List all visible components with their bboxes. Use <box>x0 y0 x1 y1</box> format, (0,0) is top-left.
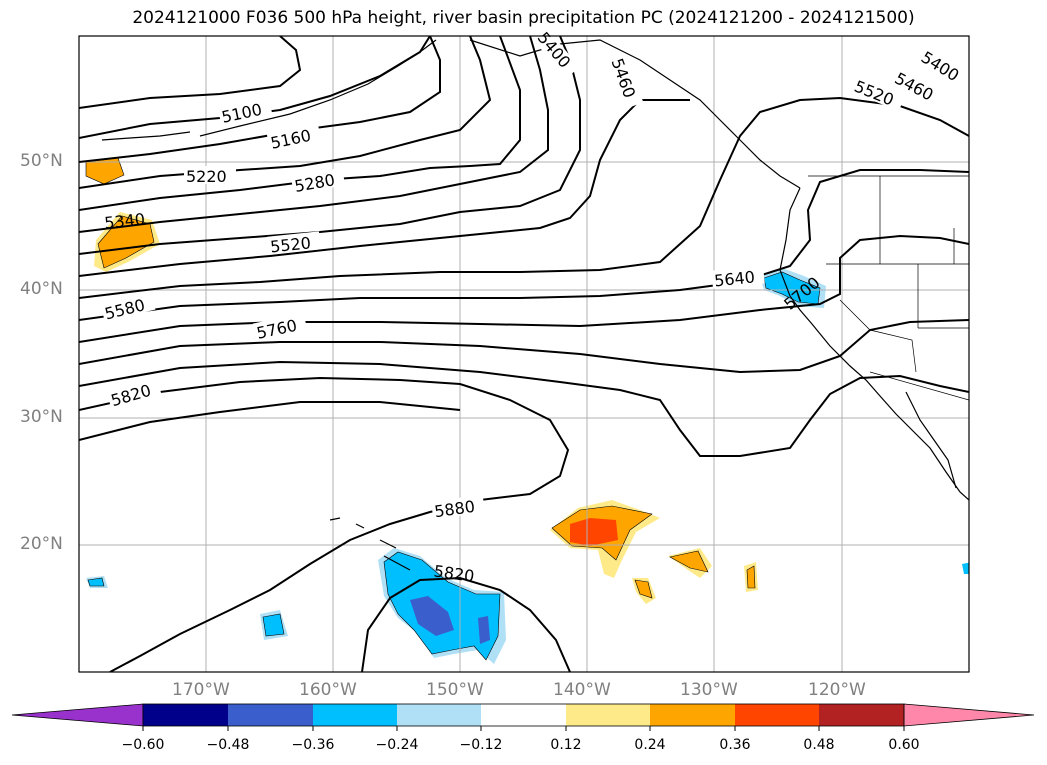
contour-line <box>79 376 570 672</box>
precip-positive-area <box>669 550 709 573</box>
colorbar-swatch <box>228 704 313 726</box>
lat-label: 30°N <box>20 407 63 427</box>
contour-line <box>79 319 969 374</box>
precip-positive-area <box>97 215 155 269</box>
contour-line <box>79 99 690 277</box>
lat-label: 50°N <box>20 151 63 171</box>
contour-label: 5520 <box>269 233 311 256</box>
colorbar-tick-label: −0.36 <box>291 737 335 753</box>
map-frame <box>79 36 969 672</box>
contour-label: 5640 <box>713 267 755 290</box>
colorbar-tick-label: 0.12 <box>550 737 582 753</box>
precip-positive-area <box>746 565 756 589</box>
map-title: 2024121000 F036 500 hPa height, river ba… <box>132 8 915 28</box>
colorbar-swatch <box>650 704 735 726</box>
colorbar-max-extend <box>903 703 1035 727</box>
lon-label: 130°W <box>680 680 738 700</box>
colorbar-tick-label: −0.60 <box>121 737 165 753</box>
precip-negative-area <box>262 613 285 637</box>
lon-label: 170°W <box>172 680 230 700</box>
colorbar-min-extend <box>11 703 144 727</box>
colorbar-tick-label: −0.24 <box>375 737 419 753</box>
colorbar-tick-label: 0.48 <box>803 737 835 753</box>
precip-negative-area <box>962 562 969 574</box>
colorbar-swatch <box>313 704 397 726</box>
lat-label: 40°N <box>20 279 63 299</box>
contour-line <box>79 36 581 255</box>
precip-negative-area <box>87 577 105 587</box>
precip-positive-area <box>570 518 618 546</box>
contour-line <box>79 96 969 299</box>
contour-line <box>79 36 302 109</box>
map-border <box>78 35 970 673</box>
colorbar-swatch <box>481 704 566 726</box>
precip-shading <box>85 157 969 664</box>
height-contours <box>79 36 969 672</box>
colorbar-tick-label: −0.48 <box>206 737 250 753</box>
colorbar-tick-label: −0.12 <box>459 737 503 753</box>
precip-negative-area <box>410 596 454 636</box>
contour-line <box>79 401 461 441</box>
contour-line <box>79 360 969 457</box>
colorbar-swatch <box>397 704 481 726</box>
precip-negative-area <box>383 551 501 661</box>
precip-positive-area <box>634 579 653 599</box>
contour-line <box>79 234 969 343</box>
contour-line <box>79 36 549 233</box>
contour-line <box>79 36 521 211</box>
graticule <box>79 36 969 672</box>
contour-line <box>79 169 969 321</box>
lon-label: 150°W <box>426 680 484 700</box>
lon-label: 160°W <box>299 680 357 700</box>
lon-label: 140°W <box>553 680 611 700</box>
lon-label: 120°W <box>808 680 866 700</box>
precip-negative-area <box>478 616 490 644</box>
colorbar-swatch <box>566 704 650 726</box>
bc-coast <box>779 187 969 501</box>
colorbar-swatch <box>819 704 904 726</box>
colorbar <box>11 703 1035 731</box>
contour-line <box>361 576 571 672</box>
hawaii-islands <box>329 517 411 571</box>
colorbar-tick-label: 0.36 <box>719 737 751 753</box>
colorbar-tick-label: 0.60 <box>888 737 920 753</box>
colorbar-outline <box>142 703 905 727</box>
contour-label: 5340 <box>103 209 145 232</box>
baja-coast <box>905 391 957 489</box>
colorbar-swatch <box>143 704 228 726</box>
colorbar-swatch <box>735 704 819 726</box>
contour-line <box>79 36 431 139</box>
lat-label: 20°N <box>20 534 63 554</box>
contour-label: 5220 <box>186 167 227 186</box>
contour-line <box>79 36 441 163</box>
aleutian-islands <box>101 131 191 141</box>
colorbar-tick-label: 0.24 <box>634 737 666 753</box>
